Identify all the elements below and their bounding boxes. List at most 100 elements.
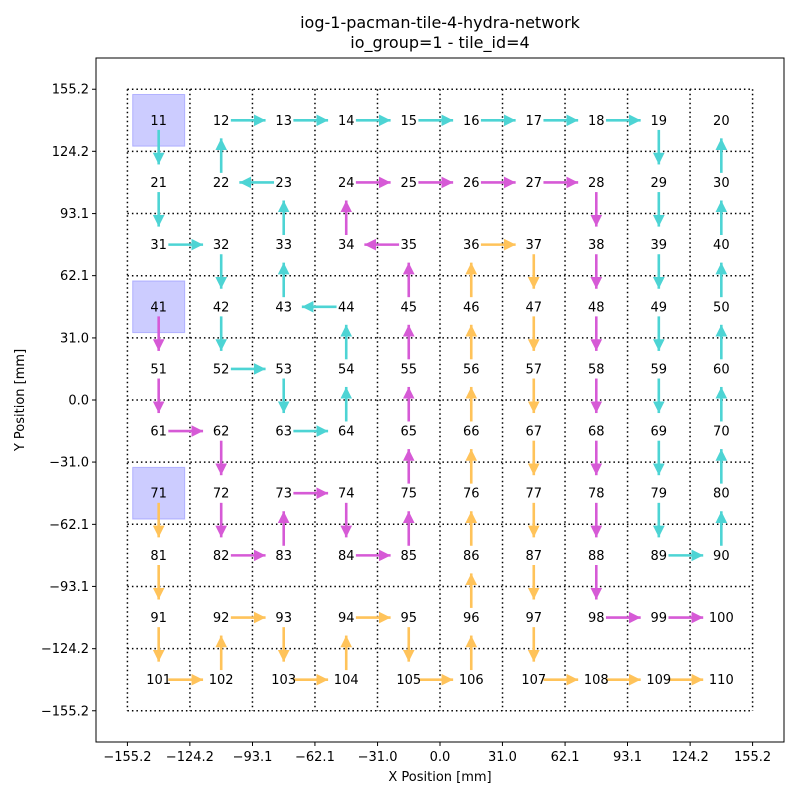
node-label-73: 73 — [275, 487, 292, 502]
node-label-81: 81 — [150, 549, 167, 564]
node-label-11: 11 — [150, 114, 167, 129]
x-tick-label: −93.1 — [233, 750, 273, 765]
chart-title-line-1: iog-1-pacman-tile-4-hydra-network — [300, 13, 581, 32]
node-label-32: 32 — [213, 238, 230, 253]
node-label-15: 15 — [400, 114, 417, 129]
node-label-50: 50 — [713, 300, 730, 315]
node-label-71: 71 — [150, 487, 167, 502]
node-label-101: 101 — [146, 673, 171, 688]
node-label-94: 94 — [338, 611, 355, 626]
x-tick-label: 155.2 — [734, 750, 771, 765]
node-label-39: 39 — [651, 238, 668, 253]
node-label-38: 38 — [588, 238, 605, 253]
node-label-65: 65 — [400, 425, 417, 440]
node-label-98: 98 — [588, 611, 605, 626]
y-tick-label: −62.1 — [49, 518, 89, 533]
node-label-90: 90 — [713, 549, 730, 564]
node-label-80: 80 — [713, 487, 730, 502]
node-label-30: 30 — [713, 176, 730, 191]
node-label-57: 57 — [526, 362, 543, 377]
node-label-76: 76 — [463, 487, 480, 502]
node-label-61: 61 — [150, 425, 167, 440]
node-label-100: 100 — [709, 611, 734, 626]
node-label-107: 107 — [521, 673, 546, 688]
node-label-12: 12 — [213, 114, 230, 129]
node-label-102: 102 — [209, 673, 234, 688]
node-label-63: 63 — [275, 425, 292, 440]
node-label-23: 23 — [275, 176, 292, 191]
node-label-95: 95 — [400, 611, 417, 626]
node-label-48: 48 — [588, 300, 605, 315]
node-label-14: 14 — [338, 114, 355, 129]
y-tick-label: −31.0 — [49, 456, 89, 471]
node-label-42: 42 — [213, 300, 230, 315]
node-label-109: 109 — [646, 673, 671, 688]
node-label-82: 82 — [213, 549, 230, 564]
node-label-29: 29 — [651, 176, 668, 191]
node-label-56: 56 — [463, 362, 480, 377]
node-label-27: 27 — [526, 176, 543, 191]
node-label-25: 25 — [400, 176, 417, 191]
node-label-62: 62 — [213, 425, 230, 440]
node-label-103: 103 — [271, 673, 296, 688]
y-tick-label: −124.2 — [41, 642, 89, 657]
node-label-45: 45 — [400, 300, 417, 315]
node-label-35: 35 — [400, 238, 417, 253]
node-label-64: 64 — [338, 425, 355, 440]
y-tick-label: 62.1 — [60, 269, 89, 284]
node-label-49: 49 — [651, 300, 668, 315]
node-label-92: 92 — [213, 611, 230, 626]
node-label-36: 36 — [463, 238, 480, 253]
node-label-85: 85 — [400, 549, 417, 564]
node-label-89: 89 — [651, 549, 668, 564]
node-label-99: 99 — [651, 611, 668, 626]
node-label-34: 34 — [338, 238, 355, 253]
node-label-37: 37 — [526, 238, 543, 253]
y-tick-label: −155.2 — [41, 704, 89, 719]
node-label-53: 53 — [275, 362, 292, 377]
node-label-78: 78 — [588, 487, 605, 502]
node-label-44: 44 — [338, 300, 355, 315]
x-tick-label: 93.1 — [613, 750, 642, 765]
node-label-21: 21 — [150, 176, 167, 191]
node-label-75: 75 — [400, 487, 417, 502]
node-label-108: 108 — [584, 673, 609, 688]
y-tick-label: 31.0 — [60, 331, 89, 346]
node-label-52: 52 — [213, 362, 230, 377]
node-label-31: 31 — [150, 238, 167, 253]
node-label-66: 66 — [463, 425, 480, 440]
node-label-97: 97 — [526, 611, 543, 626]
node-label-59: 59 — [651, 362, 668, 377]
node-label-18: 18 — [588, 114, 605, 129]
x-tick-label: −155.2 — [103, 750, 151, 765]
chart-title-line-2: io_group=1 - tile_id=4 — [350, 33, 529, 53]
node-label-60: 60 — [713, 362, 730, 377]
x-tick-label: −31.0 — [358, 750, 398, 765]
node-label-16: 16 — [463, 114, 480, 129]
node-label-68: 68 — [588, 425, 605, 440]
node-label-70: 70 — [713, 425, 730, 440]
node-label-28: 28 — [588, 176, 605, 191]
node-label-43: 43 — [275, 300, 292, 315]
node-label-24: 24 — [338, 176, 355, 191]
y-tick-label: 124.2 — [52, 145, 89, 160]
node-label-104: 104 — [334, 673, 359, 688]
x-tick-label: 31.0 — [488, 750, 517, 765]
node-label-79: 79 — [651, 487, 668, 502]
x-axis-label: X Position [mm] — [388, 770, 491, 785]
y-tick-label: 155.2 — [52, 83, 89, 98]
node-label-96: 96 — [463, 611, 480, 626]
y-tick-label: 0.0 — [68, 394, 89, 409]
node-label-106: 106 — [459, 673, 484, 688]
node-label-86: 86 — [463, 549, 480, 564]
node-label-55: 55 — [400, 362, 417, 377]
y-tick-label: 93.1 — [60, 207, 89, 222]
node-label-19: 19 — [651, 114, 668, 129]
node-label-77: 77 — [526, 487, 543, 502]
node-label-110: 110 — [709, 673, 734, 688]
node-label-46: 46 — [463, 300, 480, 315]
x-tick-label: 124.2 — [672, 750, 709, 765]
x-tick-label: −62.1 — [295, 750, 335, 765]
